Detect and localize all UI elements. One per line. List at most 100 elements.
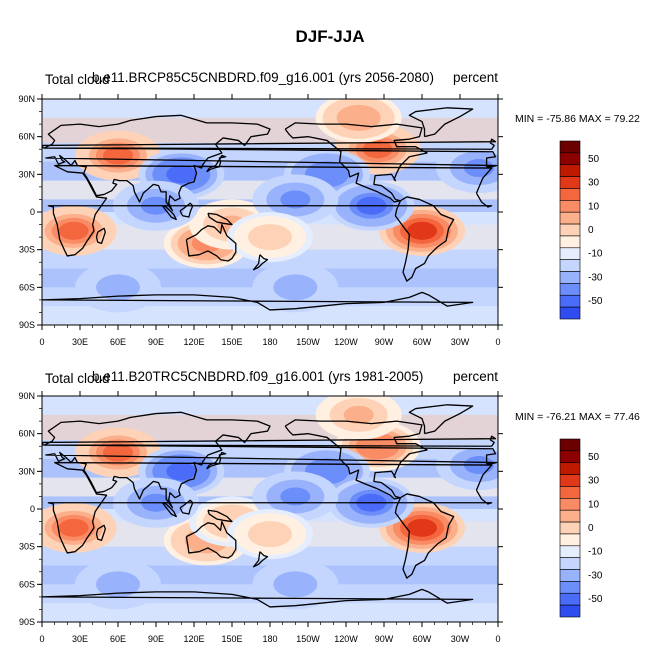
- colorbar-swatch: [560, 522, 580, 534]
- colorbar-swatch: [560, 534, 580, 546]
- panel-right-title: percent: [453, 70, 498, 85]
- colorbar-swatch: [560, 248, 580, 260]
- colorbar-swatch: [560, 486, 580, 498]
- colorbar-swatch: [560, 451, 580, 463]
- x-tick-label: 60W: [413, 634, 432, 644]
- colorbar-swatch: [560, 153, 580, 165]
- colorbar-swatch: [560, 558, 580, 570]
- colorbar: 50 30 10 0 -10 -30 -50: [560, 141, 603, 319]
- x-tick-label: 90W: [375, 337, 394, 347]
- colorbar-tick-label: 10: [588, 499, 600, 510]
- contour-region: [255, 228, 285, 246]
- colorbar-swatch: [560, 439, 580, 451]
- contour-region: [166, 165, 196, 183]
- contour-region: [280, 278, 310, 296]
- x-tick-label: 30W: [451, 634, 470, 644]
- contour-region: [59, 222, 89, 240]
- min-max-text: MIN = -75.86 MAX = 79.22: [515, 113, 640, 125]
- colorbar-tick-label: -50: [588, 296, 603, 307]
- figure-title: DJF-JJA: [296, 27, 365, 46]
- colorbar-swatch: [560, 212, 580, 224]
- panel-center-title: b.e11.B20TRC5CNBDRD.f09_g16.001 (yrs 198…: [92, 369, 423, 384]
- colorbar-tick-label: -50: [588, 594, 603, 605]
- colorbar-tick-label: -10: [588, 547, 603, 558]
- y-tick-label: 90S: [19, 617, 35, 627]
- y-tick-label: 0: [30, 504, 35, 514]
- y-tick-label: 90S: [19, 320, 35, 330]
- colorbar-tick-label: 0: [588, 225, 594, 236]
- y-tick-label: 90N: [18, 391, 35, 401]
- x-tick-label: 30E: [72, 337, 88, 347]
- colorbar-tick-label: 50: [588, 452, 600, 463]
- y-tick-label: 60N: [18, 429, 35, 439]
- colorbar-swatch: [560, 593, 580, 605]
- x-tick-label: 150W: [296, 337, 320, 347]
- colorbar-swatch: [560, 224, 580, 236]
- contour-field: [31, 390, 522, 622]
- x-tick-label: 120W: [334, 634, 358, 644]
- x-tick-label: 0: [495, 634, 500, 644]
- colorbar-swatch: [560, 260, 580, 272]
- x-tick-label: 150E: [221, 337, 242, 347]
- contour-region: [280, 575, 310, 593]
- y-tick-label: 30N: [18, 169, 35, 179]
- y-tick-label: 0: [30, 207, 35, 217]
- colorbar-swatch: [560, 188, 580, 200]
- x-tick-label: 60E: [110, 634, 126, 644]
- colorbar-swatch: [560, 475, 580, 487]
- map-panel-2: Total cloudb.e11.B20TRC5CNBDRD.f09_g16.0…: [18, 369, 640, 644]
- contour-region: [407, 222, 437, 240]
- panels: Total cloudb.e11.BRCP85C5CNBDRD.f09_g16.…: [18, 70, 640, 644]
- colorbar-swatch: [560, 510, 580, 522]
- x-tick-label: 120E: [183, 634, 204, 644]
- figure: DJF-JJA Total cloudb.e11.BRCP85C5CNBDRD.…: [0, 0, 661, 661]
- colorbar-tick-label: 50: [588, 154, 600, 165]
- lat-band: [42, 396, 498, 415]
- colorbar-swatch: [560, 141, 580, 153]
- colorbar-tick-label: 30: [588, 178, 600, 189]
- colorbar-swatch: [560, 581, 580, 593]
- x-tick-label: 180: [262, 634, 277, 644]
- colorbar-tick-label: 0: [588, 523, 594, 534]
- colorbar-swatch: [560, 177, 580, 189]
- y-tick-label: 30S: [19, 542, 35, 552]
- colorbar-swatch: [560, 307, 580, 319]
- y-tick-label: 60S: [19, 282, 35, 292]
- colorbar-swatch: [560, 295, 580, 307]
- x-tick-label: 60E: [110, 337, 126, 347]
- y-tick-label: 30N: [18, 466, 35, 476]
- colorbar-swatch: [560, 498, 580, 510]
- panel-center-title: b.e11.BRCP85C5CNBDRD.f09_g16.001 (yrs 20…: [92, 70, 434, 85]
- colorbar-swatch: [560, 283, 580, 295]
- colorbar-swatch: [560, 546, 580, 558]
- x-tick-label: 150E: [221, 634, 242, 644]
- colorbar-tick-label: -30: [588, 272, 603, 283]
- colorbar-swatch: [560, 165, 580, 177]
- min-max-text: MIN = -76.21 MAX = 77.46: [515, 411, 640, 423]
- x-tick-label: 120E: [183, 337, 204, 347]
- y-tick-label: 90N: [18, 94, 35, 104]
- colorbar-swatch: [560, 272, 580, 284]
- contour-region: [166, 462, 196, 480]
- map-panel-1: Total cloudb.e11.BRCP85C5CNBDRD.f09_g16.…: [18, 70, 640, 347]
- x-tick-label: 150W: [296, 634, 320, 644]
- panel-right-title: percent: [453, 369, 498, 384]
- colorbar-tick-label: -30: [588, 570, 603, 581]
- x-tick-label: 90E: [148, 634, 164, 644]
- x-tick-label: 90W: [375, 634, 394, 644]
- x-tick-label: 30W: [451, 337, 470, 347]
- x-tick-label: 120W: [334, 337, 358, 347]
- colorbar-swatch: [560, 605, 580, 617]
- x-tick-label: 60W: [413, 337, 432, 347]
- colorbar-swatch: [560, 200, 580, 212]
- x-tick-label: 180: [262, 337, 277, 347]
- contour-region: [103, 575, 133, 593]
- contour-region: [103, 278, 133, 296]
- colorbar-tick-label: 10: [588, 201, 600, 212]
- contour-region: [59, 519, 89, 537]
- colorbar-swatch: [560, 463, 580, 475]
- colorbar-swatch: [560, 236, 580, 248]
- x-tick-label: 0: [495, 337, 500, 347]
- colorbar-tick-label: 30: [588, 476, 600, 487]
- colorbar-swatch: [560, 570, 580, 582]
